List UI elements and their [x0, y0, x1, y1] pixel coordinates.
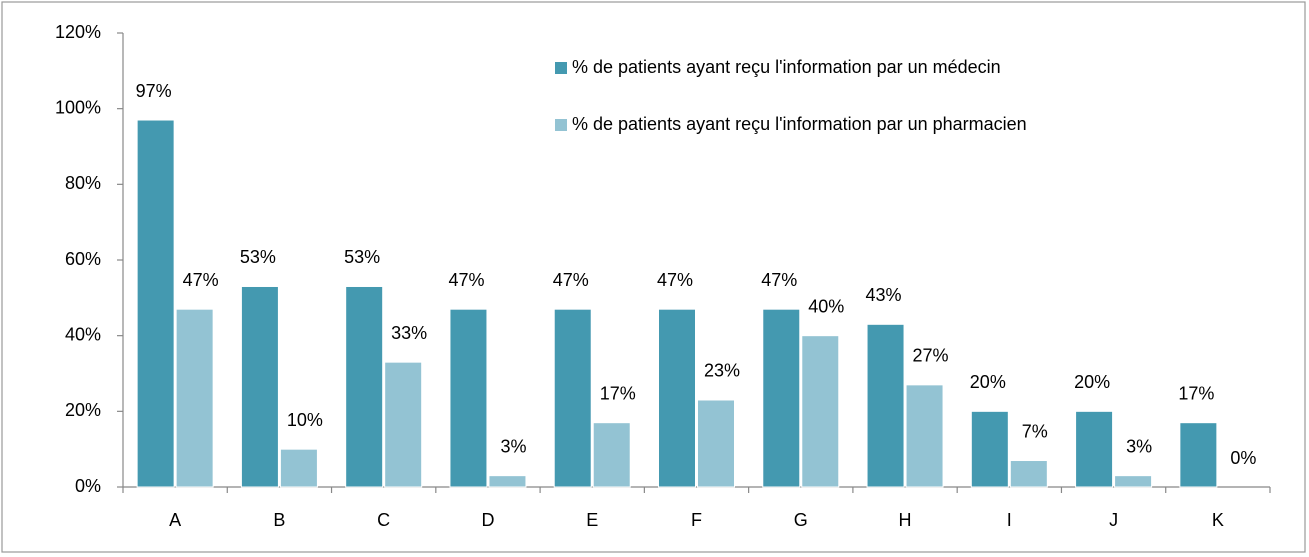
bar	[866, 323, 905, 488]
legend-label: % de patients ayant reçu l'information p…	[572, 57, 1001, 77]
bar	[345, 285, 384, 488]
x-tick-label: K	[1212, 510, 1224, 530]
data-label: 10%	[287, 410, 323, 430]
data-label: 53%	[344, 247, 380, 267]
bar	[905, 384, 944, 488]
data-label: 3%	[500, 436, 526, 456]
bar	[801, 335, 840, 488]
bar	[592, 422, 631, 488]
data-label: 47%	[761, 270, 797, 290]
bar	[553, 308, 592, 488]
bar	[384, 361, 423, 488]
x-tick-label: J	[1109, 510, 1118, 530]
bar	[762, 308, 801, 488]
data-label: 17%	[1178, 383, 1214, 403]
data-label: 20%	[1074, 372, 1110, 392]
x-tick-label: F	[691, 510, 702, 530]
y-tick-label: 80%	[65, 173, 101, 193]
legend-label: % de patients ayant reçu l'information p…	[572, 114, 1027, 134]
bar	[449, 308, 488, 488]
y-tick-label: 0%	[75, 476, 101, 496]
data-label: 53%	[240, 247, 276, 267]
legend-swatch	[555, 62, 567, 74]
bar	[279, 448, 318, 488]
data-label: 47%	[553, 270, 589, 290]
x-tick-label: B	[273, 510, 285, 530]
bar	[240, 285, 279, 488]
y-tick-label: 20%	[65, 400, 101, 420]
bar	[175, 308, 214, 488]
bar	[1114, 475, 1153, 488]
data-label: 0%	[1230, 448, 1256, 468]
bar	[1009, 460, 1048, 488]
legend-swatch	[555, 119, 567, 131]
x-tick-label: G	[794, 510, 808, 530]
data-label: 43%	[866, 285, 902, 305]
data-label: 27%	[913, 346, 949, 366]
x-tick-label: H	[899, 510, 912, 530]
y-tick-label: 40%	[65, 324, 101, 344]
x-tick-label: C	[377, 510, 390, 530]
data-label: 7%	[1022, 421, 1048, 441]
y-tick-label: 100%	[55, 97, 101, 117]
x-tick-label: A	[169, 510, 181, 530]
data-label: 20%	[970, 372, 1006, 392]
data-label: 47%	[448, 270, 484, 290]
data-label: 23%	[704, 361, 740, 381]
data-label: 47%	[657, 270, 693, 290]
bar	[488, 475, 527, 488]
x-tick-label: E	[586, 510, 598, 530]
bar	[970, 410, 1009, 488]
bar	[1179, 422, 1218, 488]
x-tick-label: D	[481, 510, 494, 530]
data-label: 3%	[1126, 436, 1152, 456]
y-tick-label: 60%	[65, 249, 101, 269]
bar	[1075, 410, 1114, 488]
bar	[697, 399, 735, 488]
data-label: 97%	[136, 81, 172, 101]
data-label: 40%	[808, 296, 844, 316]
data-label: 47%	[183, 270, 219, 290]
data-label: 17%	[600, 383, 636, 403]
y-tick-label: 120%	[55, 22, 101, 42]
x-tick-label: I	[1007, 510, 1012, 530]
bar	[136, 119, 175, 488]
bar	[658, 308, 696, 488]
data-label: 33%	[391, 323, 427, 343]
